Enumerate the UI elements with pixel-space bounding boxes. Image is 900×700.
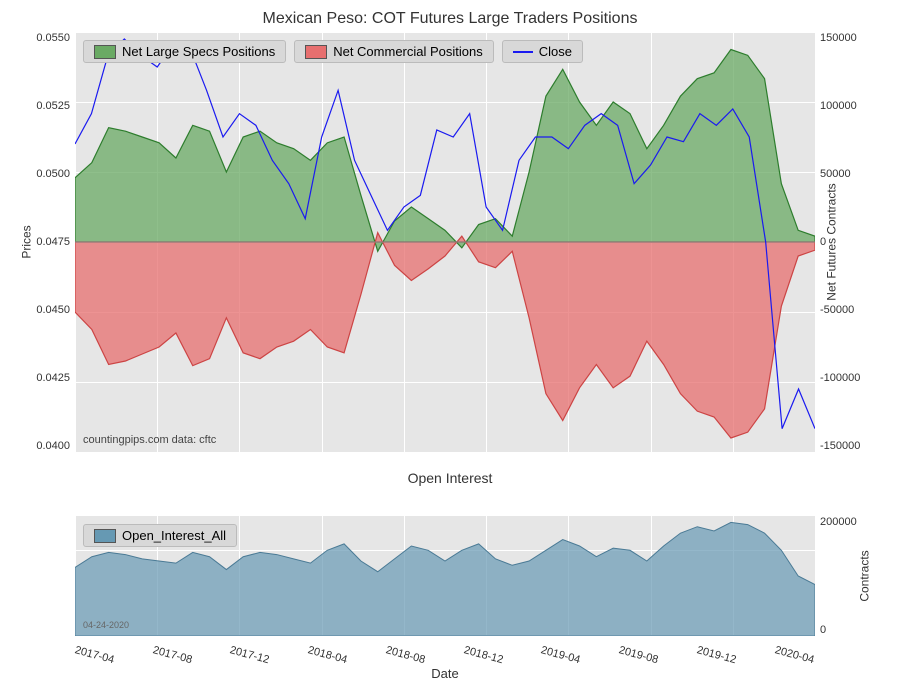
main-legend: Net Large Specs Positions Net Commercial… (83, 40, 583, 63)
date-stamp: 04-24-2020 (83, 620, 129, 630)
legend-specs: Net Large Specs Positions (83, 40, 286, 63)
legend-close-label: Close (539, 44, 572, 59)
x-axis: 2017-042017-082017-122018-042018-082018-… (75, 644, 815, 656)
main-plot: Net Large Specs Positions Net Commercial… (75, 32, 815, 452)
x-label: Date (431, 666, 458, 681)
specs-swatch (94, 45, 116, 59)
y-axis-left: 0.05500.05250.05000.04750.04500.04250.04… (25, 32, 70, 452)
legend-commercial: Net Commercial Positions (294, 40, 494, 63)
sub-legend: Open_Interest_All (83, 524, 237, 547)
y-axis-right-sub: 2000000 (820, 516, 875, 636)
commercial-swatch (305, 45, 327, 59)
legend-oi-label: Open_Interest_All (122, 528, 226, 543)
attribution: countingpips.com data: cftc (83, 434, 216, 446)
main-svg (75, 32, 815, 452)
main-title: Mexican Peso: COT Futures Large Traders … (10, 10, 890, 28)
sub-plot: Open_Interest_All Contracts 2000000 2017… (75, 516, 815, 636)
legend-commercial-label: Net Commercial Positions (333, 44, 483, 59)
legend-oi: Open_Interest_All (83, 524, 237, 547)
sub-title: Open Interest (10, 470, 890, 486)
close-line (513, 51, 533, 53)
legend-specs-label: Net Large Specs Positions (122, 44, 275, 59)
chart-container: Mexican Peso: COT Futures Large Traders … (10, 10, 890, 636)
y-axis-right: 150000100000500000-50000-100000-150000 (820, 32, 875, 452)
legend-close: Close (502, 40, 583, 63)
oi-swatch (94, 529, 116, 543)
